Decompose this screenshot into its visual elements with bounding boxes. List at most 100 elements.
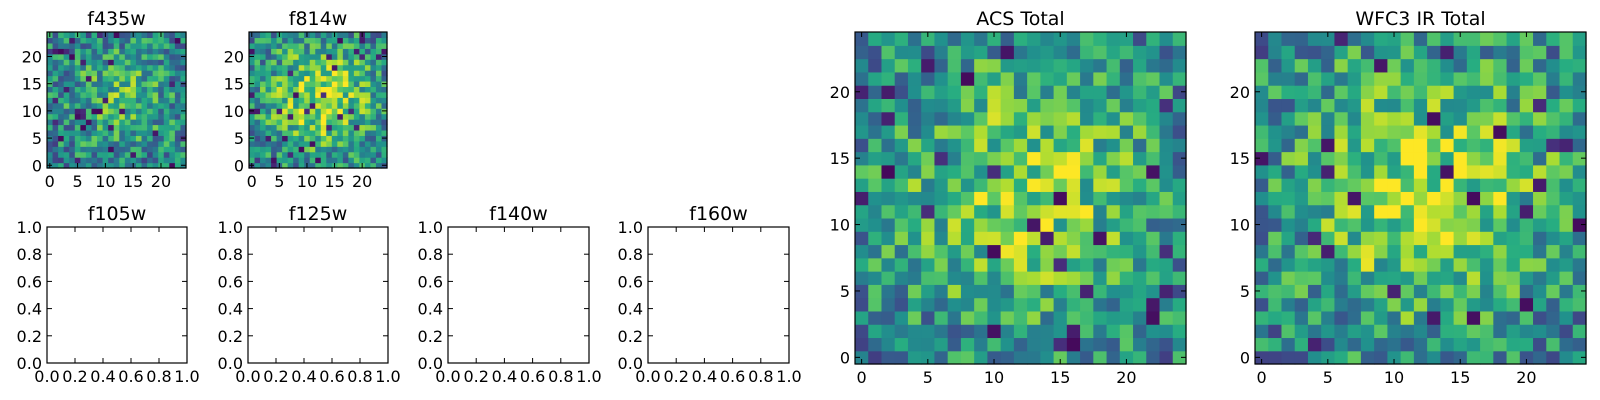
heatmap-cell — [1321, 98, 1336, 113]
heatmap-cell — [1374, 45, 1388, 60]
heatmap-cell — [353, 91, 360, 98]
heatmap-cell — [80, 157, 87, 164]
heatmap-cell — [298, 48, 305, 55]
heatmap-cell — [960, 58, 975, 73]
heatmap-cell — [147, 59, 154, 66]
heatmap-cell — [353, 53, 360, 60]
heatmap-cell — [282, 129, 289, 136]
heatmap-cell — [58, 162, 65, 169]
heatmap-cell — [287, 113, 294, 120]
heatmap-cell — [855, 284, 869, 299]
heatmap-cell — [254, 48, 261, 55]
heatmap-cell — [1053, 231, 1068, 246]
heatmap-cell — [1013, 45, 1028, 60]
heatmap-cell — [130, 53, 137, 60]
heatmap-cell — [934, 191, 949, 206]
heatmap-cell — [1413, 297, 1428, 312]
heatmap-cell — [1093, 151, 1108, 166]
heatmap-cell — [894, 32, 909, 46]
heatmap-cell — [934, 284, 949, 299]
heatmap-cell — [1281, 191, 1296, 206]
heatmap-cell — [1172, 32, 1187, 46]
heatmap-cell — [113, 140, 120, 147]
heatmap-cell — [1559, 98, 1574, 113]
heatmap-cell — [1066, 297, 1081, 312]
heatmap-cell — [169, 162, 176, 169]
heatmap-cell — [97, 48, 104, 55]
heatmap-cell — [298, 135, 305, 142]
heatmap-cell — [265, 129, 272, 136]
heatmap-cell — [1572, 324, 1587, 339]
heatmap-cell — [960, 124, 975, 139]
heatmap-cell — [907, 71, 922, 86]
heatmap-cell — [1387, 204, 1402, 219]
heatmap-cell — [1013, 244, 1028, 259]
heatmap-cell — [1080, 297, 1094, 312]
heatmap-cell — [987, 244, 1002, 259]
heatmap-cell — [102, 75, 109, 82]
heatmap-cell — [364, 86, 372, 93]
heatmap-cell — [1307, 244, 1322, 259]
heatmap-cell — [1427, 257, 1441, 272]
heatmap-cell — [102, 53, 109, 60]
heatmap-cell — [331, 140, 338, 147]
heatmap-cell — [158, 119, 165, 126]
heatmap-cell — [304, 113, 311, 120]
heatmap-cell — [169, 91, 176, 98]
heatmap-cell — [141, 70, 148, 77]
heatmap-cell — [135, 53, 143, 60]
heatmap-cell — [326, 124, 333, 131]
heatmap-cell — [1307, 45, 1322, 60]
heatmap-cell — [47, 157, 54, 164]
heatmap-cell — [1066, 138, 1081, 153]
heatmap-cell — [894, 71, 909, 86]
heatmap-cell — [1119, 231, 1134, 246]
heatmap-cell — [1119, 111, 1134, 126]
heatmap-cell — [907, 45, 922, 60]
heatmap-cell — [1347, 151, 1362, 166]
heatmap-cell — [331, 64, 338, 71]
heatmap-cell — [1572, 297, 1587, 312]
panel-f160w: 0.0 0.2 0.4 0.6 0.8 1.00.00.20.40.60.81.0f160… — [618, 203, 802, 386]
heatmap-cell — [293, 113, 300, 120]
heatmap-cell — [1000, 124, 1015, 139]
heatmap-cell — [974, 151, 988, 166]
heatmap-cell — [1334, 244, 1349, 259]
heatmap-cell — [1387, 297, 1402, 312]
heatmap-cell — [147, 48, 154, 55]
heatmap-cell — [342, 48, 349, 55]
heatmap-cell — [1533, 164, 1547, 179]
heatmap-cell — [174, 70, 182, 77]
heatmap-cell — [108, 53, 115, 60]
heatmap-cell — [1506, 85, 1521, 99]
heatmap-cell — [163, 32, 170, 39]
heatmap-cell — [326, 102, 333, 109]
heatmap-cell — [74, 70, 81, 77]
heatmap-cell — [1493, 284, 1508, 299]
heatmap-cell — [1307, 85, 1322, 99]
heatmap-cell — [69, 124, 76, 131]
heatmap-cell — [1133, 98, 1147, 113]
heatmap-cell — [1268, 32, 1283, 46]
heatmap-cell — [69, 157, 76, 164]
heatmap-cell — [1347, 310, 1362, 325]
heatmap-cell — [102, 64, 109, 71]
heatmap-cell — [298, 108, 305, 115]
x-tick-label: 15 — [123, 172, 143, 191]
heatmap-cell — [80, 64, 87, 71]
heatmap-cell — [47, 146, 54, 153]
heatmap-cell — [1440, 98, 1455, 113]
heatmap-cell — [135, 37, 143, 44]
heatmap-cell — [265, 151, 272, 158]
heatmap-cell — [147, 162, 154, 169]
heatmap-cell — [80, 129, 87, 136]
heatmap-cell — [180, 86, 187, 93]
heatmap-cell — [1347, 178, 1362, 192]
heatmap-cell — [974, 284, 988, 299]
heatmap-cell — [855, 124, 869, 139]
heatmap-cell — [271, 162, 278, 169]
heatmap-cell — [1321, 111, 1336, 126]
heatmap-cell — [1559, 164, 1574, 179]
heatmap-cell — [97, 119, 104, 126]
